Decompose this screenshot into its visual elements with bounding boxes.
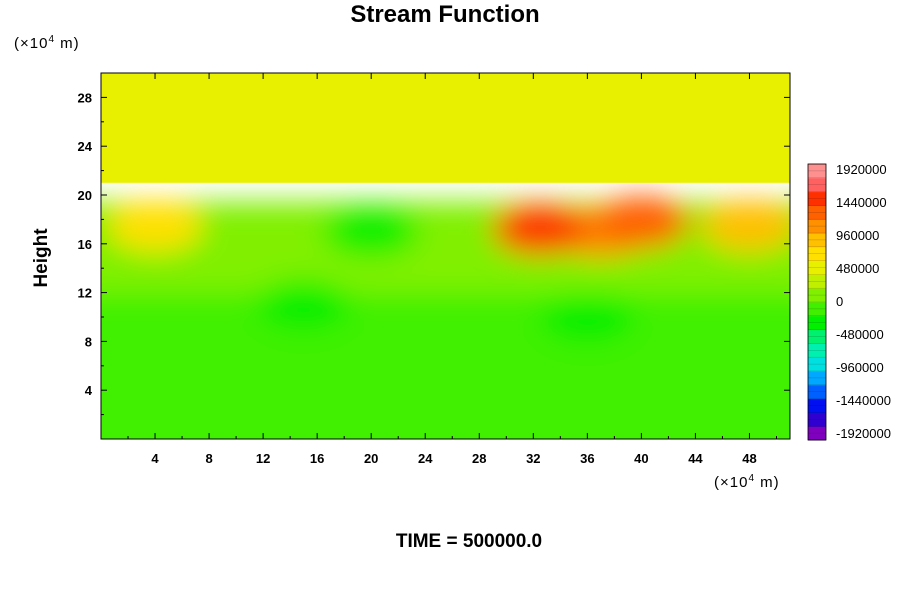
x-tick-label: 4 — [151, 451, 159, 466]
x-tick-label: 44 — [688, 451, 703, 466]
x-tick-label: 40 — [634, 451, 648, 466]
y-tick-label: 16 — [78, 237, 92, 252]
y-tick-label: 4 — [85, 383, 93, 398]
colorbar-swatch — [808, 302, 826, 317]
y-tick-label: 8 — [85, 334, 92, 349]
colorbar-label: 1440000 — [836, 195, 887, 210]
plot-area — [101, 73, 790, 439]
colorbar-swatch — [808, 315, 826, 331]
colorbar-swatch — [808, 412, 826, 427]
colorbar-label: 480000 — [836, 261, 879, 276]
colorbar-swatch — [808, 357, 826, 372]
colorbar-swatch — [808, 371, 826, 386]
chart-title: Stream Function — [350, 1, 540, 28]
heatmap-blob — [593, 195, 690, 248]
x-tick-label: 48 — [742, 451, 756, 466]
heatmap-blob — [492, 203, 589, 256]
colorbar-swatch — [808, 205, 826, 220]
y-tick-label: 28 — [78, 90, 92, 105]
heatmap-blob — [539, 291, 636, 343]
colorbar-swatch — [808, 246, 826, 262]
colorbar-label: -1440000 — [836, 393, 891, 408]
colorbar-label: -960000 — [836, 360, 884, 375]
heatmap-band — [101, 292, 790, 439]
heatmap-blob — [107, 199, 204, 252]
colorbar-label: 1920000 — [836, 162, 887, 177]
x-tick-label: 20 — [364, 451, 378, 466]
y-axis-unit: (×104 m) — [14, 34, 80, 52]
colorbar-label: 0 — [836, 294, 843, 309]
heatmap-blob — [323, 205, 420, 258]
x-tick-label: 12 — [256, 451, 270, 466]
colorbar-swatch — [808, 260, 826, 275]
heatmap-blob — [701, 199, 790, 252]
colorbar-swatch — [808, 329, 826, 344]
heatmap-background — [101, 73, 790, 183]
colorbar-swatch — [808, 398, 826, 413]
y-tick-label: 12 — [78, 286, 92, 301]
colorbar-swatch — [808, 233, 826, 248]
y-tick-label: 20 — [78, 188, 92, 203]
x-tick-label: 32 — [526, 451, 540, 466]
x-tick-label: 8 — [205, 451, 212, 466]
colorbar-swatch — [808, 191, 826, 206]
heatmap-blob — [255, 278, 352, 331]
colorbar-swatch — [808, 343, 826, 358]
x-tick-label: 28 — [472, 451, 486, 466]
colorbar-frame — [807, 163, 827, 441]
colorbar-swatch — [808, 219, 826, 234]
y-tick-label: 24 — [78, 139, 93, 154]
colorbar-swatch — [808, 288, 826, 303]
colorbar-swatch — [808, 177, 826, 193]
x-axis-unit: (×104 m) — [714, 473, 780, 491]
colorbar-swatch — [808, 274, 826, 289]
colorbar-swatch — [808, 384, 826, 400]
time-label: TIME = 500000.0 — [395, 531, 543, 552]
colorbar-label: 960000 — [836, 228, 879, 243]
colorbar-label: -480000 — [836, 327, 884, 342]
colorbar: 1920000 1440000 960000 480000 0 -480000 -96000… — [807, 162, 891, 441]
colorbar-swatch — [808, 426, 826, 441]
x-tick-label: 16 — [310, 451, 324, 466]
colorbar-swatch — [808, 164, 826, 179]
x-tick-label: 36 — [580, 451, 594, 466]
x-tick-label: 24 — [418, 451, 433, 466]
plot-frame — [100, 72, 791, 440]
colorbar-label: -1920000 — [836, 426, 891, 441]
